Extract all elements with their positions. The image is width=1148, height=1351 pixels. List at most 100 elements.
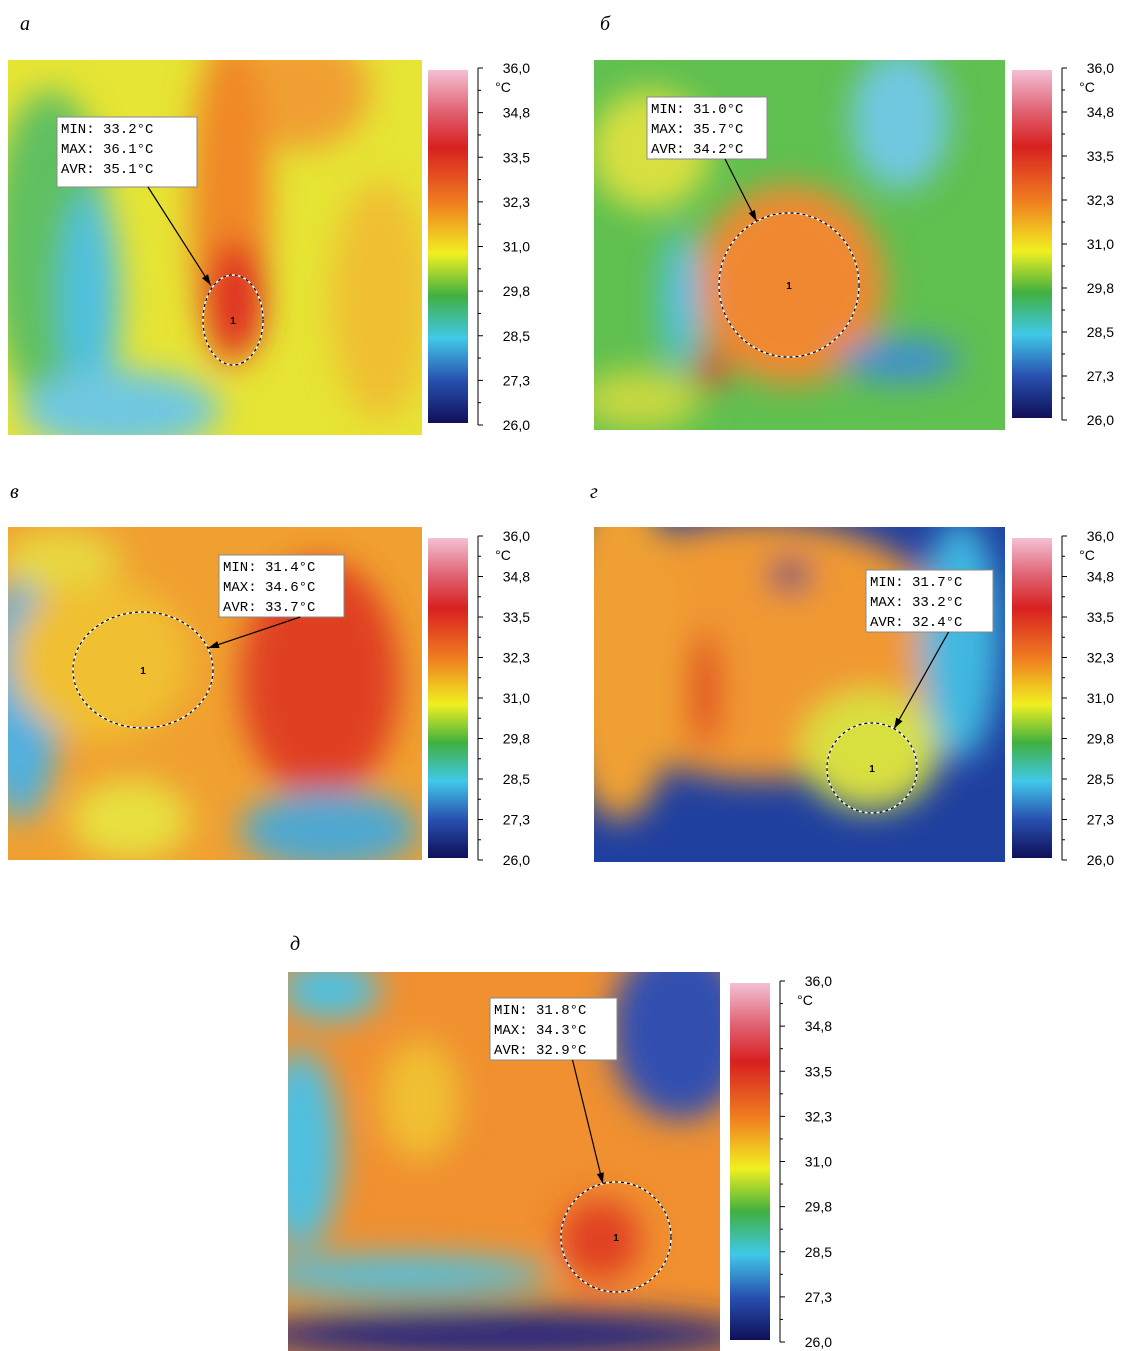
scale-label: 29,8 <box>503 283 530 299</box>
scale-label: 29,8 <box>1087 731 1114 747</box>
readout-line: MIN: 31.7°C <box>870 575 962 591</box>
scale-unit: °C <box>797 992 813 1008</box>
scale-label: 34,8 <box>1087 569 1114 585</box>
scale-label: 33,5 <box>1087 609 1114 625</box>
scale-label: 31,0 <box>503 690 530 706</box>
scale-label: 26,0 <box>503 852 530 868</box>
heat-region <box>770 560 810 590</box>
scale-label: 26,0 <box>503 417 530 433</box>
scale-label: 28,5 <box>503 328 530 344</box>
heat-region <box>610 940 750 1120</box>
scale-label: 32,3 <box>503 650 530 666</box>
scale-label: 32,3 <box>805 1108 832 1124</box>
heat-region <box>205 240 265 360</box>
panel-letter: а <box>20 13 30 35</box>
scale-label: 27,3 <box>503 812 530 828</box>
color-bar <box>428 70 468 423</box>
scale-unit: °C <box>495 79 511 95</box>
scale-label: 36,0 <box>805 973 832 989</box>
scale-label: 29,8 <box>503 731 530 747</box>
scale-label: 34,8 <box>503 105 530 121</box>
spot-label: 1 <box>230 316 236 327</box>
readout-line: AVR: 34.2°C <box>651 142 743 158</box>
panel-letter: г <box>590 481 598 503</box>
scale-label: 27,3 <box>805 1289 832 1305</box>
scale-unit: °C <box>1079 547 1095 563</box>
scale-label: 33,5 <box>805 1063 832 1079</box>
spot-label: 1 <box>613 1233 619 1244</box>
readout-line: MAX: 36.1°C <box>61 142 153 158</box>
spot-label: 1 <box>869 764 875 775</box>
figure: а 1 MIN: 33.2°C MAX: 36.1°C AVR: 35.1°C 36,0 3… <box>0 0 1148 1351</box>
heat-region <box>800 690 940 810</box>
heat-region <box>560 480 680 820</box>
scale-label: 31,0 <box>503 239 530 255</box>
scale-label: 36,0 <box>1087 60 1114 76</box>
heat-region <box>70 780 190 860</box>
spot-label: 1 <box>786 281 792 292</box>
scale-label: 29,8 <box>805 1199 832 1215</box>
readout-line: MIN: 31.8°C <box>494 1003 586 1019</box>
thermogram <box>580 50 1005 430</box>
heat-region <box>660 230 700 370</box>
readout-line: MAX: 35.7°C <box>651 122 743 138</box>
scale-label: 26,0 <box>1087 412 1114 428</box>
heat-region <box>560 1200 640 1280</box>
readout-line: MAX: 34.6°C <box>223 580 315 596</box>
spot-label: 1 <box>140 666 146 677</box>
scale-label: 36,0 <box>503 60 530 76</box>
scale-label: 33,5 <box>503 149 530 165</box>
heat-region <box>280 960 380 1020</box>
heat-region <box>260 1050 340 1250</box>
readout-line: MIN: 33.2°C <box>61 122 153 138</box>
panel-letter: д <box>290 933 300 955</box>
color-bar <box>1012 70 1052 418</box>
color-bar <box>730 983 770 1340</box>
scale-label: 27,3 <box>503 372 530 388</box>
heat-region <box>840 338 960 382</box>
panel-letter: б <box>600 13 611 35</box>
heat-region <box>920 520 1000 760</box>
scale-label: 33,5 <box>503 609 530 625</box>
readout-line: MAX: 34.3°C <box>494 1023 586 1039</box>
thermogram <box>0 30 430 450</box>
readout-line: MAX: 33.2°C <box>870 595 962 611</box>
readout-line: AVR: 32.9°C <box>494 1043 586 1059</box>
scale-label: 36,0 <box>503 528 530 544</box>
scale-label: 34,8 <box>503 569 530 585</box>
scale-label: 34,8 <box>805 1018 832 1034</box>
color-bar <box>428 538 468 858</box>
heat-region <box>850 50 950 190</box>
scale-label: 36,0 <box>1087 528 1114 544</box>
scale-label: 33,5 <box>1087 148 1114 164</box>
readout-line: AVR: 35.1°C <box>61 162 153 178</box>
scale-label: 31,0 <box>805 1154 832 1170</box>
scale-label: 27,3 <box>1087 812 1114 828</box>
readout-line: AVR: 33.7°C <box>223 600 315 616</box>
scale-label: 29,8 <box>1087 280 1114 296</box>
scale-label: 31,0 <box>1087 236 1114 252</box>
heat-region <box>690 630 720 750</box>
scale-label: 28,5 <box>805 1244 832 1260</box>
readout-line: MIN: 31.0°C <box>651 102 743 118</box>
readout-line: AVR: 32.4°C <box>870 615 962 631</box>
scale-label: 26,0 <box>1087 852 1114 868</box>
scale-label: 28,5 <box>503 771 530 787</box>
heat-region <box>380 1040 460 1160</box>
scale-unit: °C <box>1079 79 1095 95</box>
heat-region <box>240 790 420 870</box>
heat-region <box>330 180 430 420</box>
thermogram <box>560 480 1005 862</box>
readout-line: MIN: 31.4°C <box>223 560 315 576</box>
scale-label: 27,3 <box>1087 368 1114 384</box>
heat-region <box>580 370 700 430</box>
scale-label: 32,3 <box>503 194 530 210</box>
scale-label: 32,3 <box>1087 650 1114 666</box>
heat-region <box>20 370 220 450</box>
scale-label: 34,8 <box>1087 104 1114 120</box>
heat-region <box>695 350 725 390</box>
panel-letter: в <box>10 481 19 503</box>
heat-region <box>250 1255 550 1295</box>
scale-label: 32,3 <box>1087 192 1114 208</box>
scale-unit: °C <box>495 547 511 563</box>
